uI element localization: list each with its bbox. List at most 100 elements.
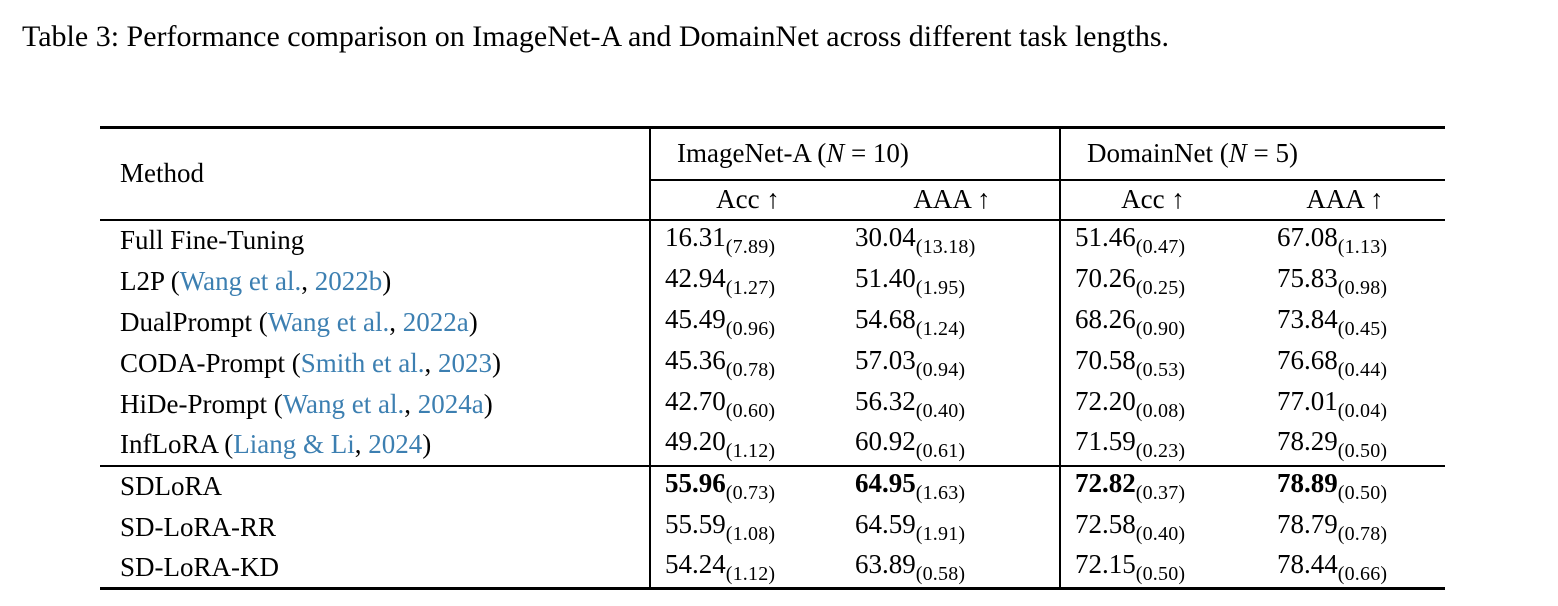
value-main: 75.83 [1277,262,1338,293]
value-stddev: (0.50) [1337,440,1388,462]
citation-year-link[interactable]: 2024a [417,388,484,419]
imagenet-a-group-header: ImageNet-A (N = 10) [649,127,1060,181]
value-main: 71.59 [1075,426,1136,456]
value-cell: 72.20(0.08) [1059,383,1245,425]
value-main: 54.68 [855,303,916,334]
value-main: 16.31 [665,222,726,252]
value-main: 76.68 [1277,344,1338,375]
value-cell: 42.70(0.60) [649,383,845,425]
value-main: 78.89 [1277,468,1338,498]
value-stddev: (1.63) [915,482,966,504]
method-name: CODA-Prompt [120,347,286,378]
citation-authors-link[interactable]: Liang & Li [233,429,355,459]
value-stddev: (0.73) [725,482,776,504]
value-stddev: (0.60) [725,399,776,422]
citation-year-link[interactable]: 2022b [314,265,383,296]
value-stddev: (0.47) [1135,236,1186,258]
value-stddev: (0.08) [1135,399,1186,422]
citation-open-paren: ( [285,347,301,378]
value-stddev: (0.45) [1337,317,1388,340]
table-row: SD-LoRA-RR 55.59(1.08) 64.59(1.91) 72.58(0.… [100,506,1445,548]
value-cell: 55.96(0.73) [649,464,845,507]
value-main: 63.89 [855,548,916,579]
value-main: 55.96 [665,468,726,498]
table-row: L2P (Wang et al., 2022b) 42.94(1.27) 51.40… [100,260,1445,302]
domainnet-acc-header: Acc ↑ [1059,179,1245,221]
method-name: SD-LoRA-RR [120,511,277,542]
value-cell: 54.24(1.12) [649,547,845,589]
domainnet-group-header: DomainNet (N = 5) [1059,127,1445,181]
value-cell: 78.44(0.66) [1245,548,1445,589]
value-stddev: (1.27) [725,276,776,299]
citation-separator: , [354,429,369,459]
citation-authors-link[interactable]: Smith et al. [300,347,425,378]
method-cell: DualPrompt (Wang et al., 2022a) [100,302,650,343]
value-stddev: (0.61) [915,440,966,462]
value-main: 45.36 [665,344,726,375]
method-cell: Full Fine-Tuning [100,220,650,261]
math-variable-n: N [826,138,845,169]
table-row: Full Fine-Tuning 16.31(7.89) 30.04(13.18) 5… [100,219,1445,261]
citation-year-link[interactable]: 2022a [402,306,469,337]
value-main: 54.24 [665,548,726,579]
value-main: 77.01 [1277,385,1338,416]
value-main: 72.82 [1075,468,1136,498]
value-stddev: (7.89) [725,236,776,258]
value-cell: 64.95(1.63) [845,464,1060,507]
citation-year-link[interactable]: 2023 [438,347,493,378]
value-cell: 42.94(1.27) [649,260,845,302]
value-cell: 30.04(13.18) [845,220,1060,261]
table-header: Method ImageNet-A (N = 10) DomainNet (N … [100,127,1445,221]
value-cell: 73.84(0.45) [1245,302,1445,343]
citation-separator: , [389,306,403,337]
citation-authors-link[interactable]: Wang et al. [267,306,390,337]
value-main: 70.58 [1075,344,1136,375]
value-cell: 68.26(0.90) [1059,301,1245,343]
table-row: InfLoRA (Liang & Li, 2024) 49.20(1.12) 60.… [100,424,1445,466]
value-stddev: (0.40) [1135,522,1186,545]
value-cell: 70.26(0.25) [1059,260,1245,302]
value-stddev: (0.94) [915,358,966,381]
group-header-suffix: = 5) [1246,138,1298,169]
value-stddev: (0.50) [1337,482,1388,504]
method-name: HiDe-Prompt [120,388,267,419]
value-stddev: (1.91) [915,522,966,545]
value-cell: 75.83(0.98) [1245,261,1445,302]
value-main: 67.08 [1277,222,1338,252]
method-cell: SDLoRA [100,464,650,507]
citation-open-paren: ( [217,429,234,459]
method-name: SD-LoRA-KD [120,551,279,582]
value-main: 56.32 [855,385,916,416]
citation-authors-link[interactable]: Wang et al. [179,265,302,296]
value-main: 57.03 [855,344,916,375]
method-cell: SD-LoRA-RR [100,507,650,548]
value-stddev: (0.53) [1135,358,1186,381]
value-stddev: (0.37) [1135,482,1186,504]
value-cell: 54.68(1.24) [845,302,1060,343]
method-cell: HiDe-Prompt (Wang et al., 2024a) [100,384,650,425]
table-row: DualPrompt (Wang et al., 2022a) 45.49(0.9… [100,301,1445,343]
group-header-suffix: = 10) [844,138,909,169]
value-cell: 78.79(0.78) [1245,507,1445,548]
table-row: CODA-Prompt (Smith et al., 2023) 45.36(0.… [100,342,1445,384]
method-column-header: Method [100,127,650,221]
citation-open-paren: ( [164,265,180,296]
citation-separator: , [301,265,315,296]
citation-authors-link[interactable]: Wang et al. [282,388,405,419]
citation-year-link[interactable]: 2024 [368,429,423,459]
value-cell: 72.58(0.40) [1059,506,1245,548]
value-cell: 71.59(0.23) [1059,424,1245,466]
value-main: 72.20 [1075,385,1136,416]
value-cell: 63.89(0.58) [845,548,1060,589]
method-name: DualPrompt [120,306,252,337]
imagenet-aaa-header: AAA ↑ [845,179,1060,221]
value-cell: 60.92(0.61) [845,425,1060,466]
table-body: Full Fine-Tuning 16.31(7.89) 30.04(13.18) 5… [100,219,1445,589]
value-stddev: (0.40) [915,399,966,422]
value-cell: 76.68(0.44) [1245,343,1445,384]
value-main: 70.26 [1075,262,1136,293]
value-cell: 64.59(1.91) [845,507,1060,548]
value-main: 55.59 [665,508,726,539]
group-header-prefix: ImageNet-A ( [677,138,827,169]
method-name: Full Fine-Tuning [120,225,305,255]
